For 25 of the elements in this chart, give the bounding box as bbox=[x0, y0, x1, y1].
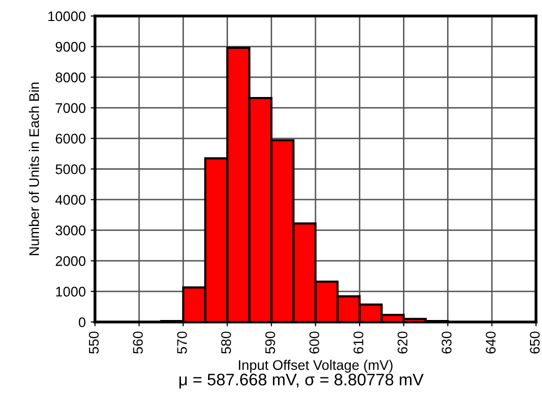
y-tick-label: 4000 bbox=[55, 194, 86, 205]
x-tick-label: 640 bbox=[486, 332, 496, 354]
y-tick-label: 10000 bbox=[48, 11, 86, 22]
y-tick-label: 6000 bbox=[56, 134, 86, 144]
x-tick-label: 570 bbox=[177, 332, 187, 354]
y-tick-label: 0 bbox=[78, 317, 86, 328]
x-tick-label: 550 bbox=[88, 332, 99, 354]
y-tick-label: 3000 bbox=[56, 226, 86, 236]
x-tick-label: 600 bbox=[309, 332, 320, 354]
y-tick-label: 1000 bbox=[56, 286, 86, 297]
x-axis-title: Input Offset Voltage (mV) bbox=[238, 360, 392, 373]
x-tick-label: 610 bbox=[353, 332, 364, 354]
y-tick-label: 2000 bbox=[56, 256, 86, 266]
y-tick-label: 9000 bbox=[56, 42, 86, 52]
x-tick-label: 620 bbox=[398, 332, 408, 354]
x-tick-label: 580 bbox=[221, 332, 232, 354]
y-tick-label: 8000 bbox=[56, 72, 86, 82]
y-tick-label: 5000 bbox=[56, 164, 86, 174]
y-axis-title: Number of Units in Each Bin bbox=[28, 82, 40, 256]
x-tick-label: 590 bbox=[265, 332, 276, 354]
y-tick-label: 7000 bbox=[56, 103, 86, 113]
x-tick-label: 630 bbox=[442, 332, 452, 354]
text: μ = 587.668 mV, σ = 8.80778 mV bbox=[179, 374, 424, 389]
x-tick-label: 560 bbox=[132, 332, 143, 354]
x-tick-label: 650 bbox=[530, 332, 540, 354]
